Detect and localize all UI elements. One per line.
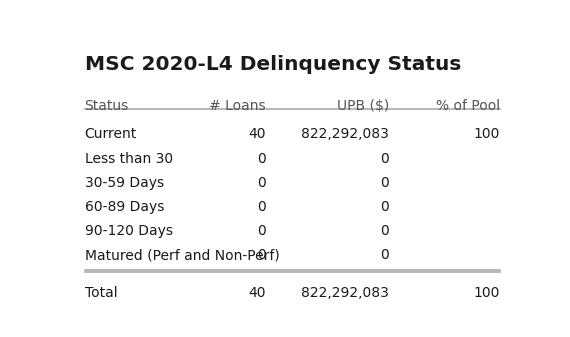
Text: Current: Current bbox=[84, 127, 137, 141]
Text: 0: 0 bbox=[381, 200, 389, 214]
Text: 40: 40 bbox=[248, 127, 266, 141]
Text: 0: 0 bbox=[257, 152, 266, 165]
Text: 40: 40 bbox=[248, 286, 266, 300]
Text: 90-120 Days: 90-120 Days bbox=[84, 224, 173, 238]
Text: 0: 0 bbox=[257, 176, 266, 190]
Text: 0: 0 bbox=[381, 248, 389, 262]
Text: 822,292,083: 822,292,083 bbox=[302, 286, 389, 300]
Text: 30-59 Days: 30-59 Days bbox=[84, 176, 164, 190]
Text: 822,292,083: 822,292,083 bbox=[302, 127, 389, 141]
Text: UPB ($): UPB ($) bbox=[337, 99, 389, 113]
Text: Status: Status bbox=[84, 99, 129, 113]
Text: 100: 100 bbox=[473, 286, 500, 300]
Text: Less than 30: Less than 30 bbox=[84, 152, 173, 165]
Text: MSC 2020-L4 Delinquency Status: MSC 2020-L4 Delinquency Status bbox=[84, 55, 461, 74]
Text: 0: 0 bbox=[381, 152, 389, 165]
Text: 0: 0 bbox=[257, 248, 266, 262]
Text: % of Pool: % of Pool bbox=[435, 99, 500, 113]
Text: 100: 100 bbox=[473, 127, 500, 141]
Text: Matured (Perf and Non-Perf): Matured (Perf and Non-Perf) bbox=[84, 248, 279, 262]
Text: Total: Total bbox=[84, 286, 117, 300]
Text: 0: 0 bbox=[381, 224, 389, 238]
Text: 0: 0 bbox=[257, 224, 266, 238]
Text: 60-89 Days: 60-89 Days bbox=[84, 200, 164, 214]
Text: 0: 0 bbox=[257, 200, 266, 214]
Text: # Loans: # Loans bbox=[209, 99, 266, 113]
Text: 0: 0 bbox=[381, 176, 389, 190]
